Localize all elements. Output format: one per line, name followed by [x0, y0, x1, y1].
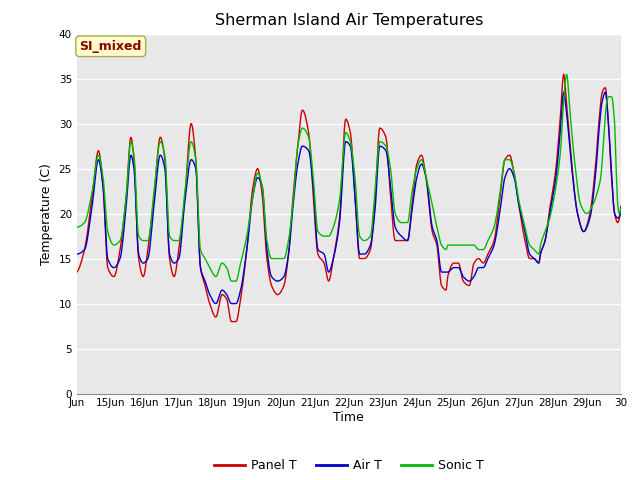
Y-axis label: Temperature (C): Temperature (C): [40, 163, 53, 264]
X-axis label: Time: Time: [333, 411, 364, 424]
Title: Sherman Island Air Temperatures: Sherman Island Air Temperatures: [214, 13, 483, 28]
Text: SI_mixed: SI_mixed: [79, 40, 142, 53]
Legend: Panel T, Air T, Sonic T: Panel T, Air T, Sonic T: [209, 455, 489, 477]
